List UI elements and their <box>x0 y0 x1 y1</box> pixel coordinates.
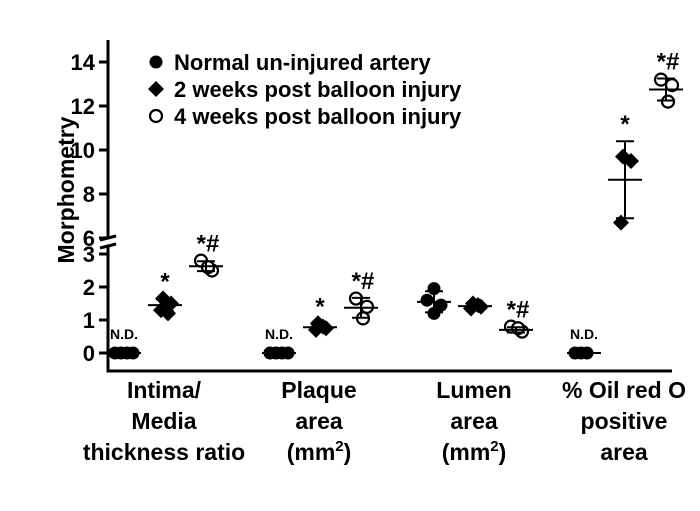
x-category-label: area <box>295 408 343 434</box>
y-axis-title: Morphometry <box>53 116 79 263</box>
x-category-label: Lumen <box>436 377 511 403</box>
significance-label: * <box>315 293 325 320</box>
legend-marker <box>149 55 163 69</box>
legend-marker <box>148 81 164 97</box>
significance-label: *# <box>197 231 220 258</box>
x-category-label: (mm2) <box>287 438 352 465</box>
axis-break-mark <box>99 242 117 250</box>
nd-label: N.D. <box>265 326 293 342</box>
nd-label: N.D. <box>110 326 138 342</box>
significance-label: *# <box>352 268 375 295</box>
x-category-label: Intima/ <box>127 377 202 403</box>
legend-marker <box>148 108 164 124</box>
nd-label: N.D. <box>570 326 598 342</box>
y-tick-label: 2 <box>83 275 95 300</box>
data-point <box>623 153 639 169</box>
x-category-label: area <box>450 408 498 434</box>
significance-label: *# <box>657 49 680 76</box>
significance-label: * <box>620 111 630 138</box>
x-category-label: Media <box>131 408 196 434</box>
data-point <box>420 293 434 307</box>
x-category-label: % Oil red O <box>562 377 686 403</box>
legend-label: Normal un-injured artery <box>174 50 431 75</box>
y-tick-label: 3 <box>83 242 95 267</box>
y-tick-label: 12 <box>71 94 95 119</box>
significance-label: * <box>160 269 170 296</box>
data-point <box>613 214 629 231</box>
legend-label: 4 weeks post balloon injury <box>174 104 462 129</box>
x-category-label: thickness ratio <box>83 439 245 465</box>
y-tick-label: 0 <box>83 341 95 366</box>
y-tick-label: 8 <box>83 182 95 207</box>
y-tick-label: 1 <box>83 308 95 333</box>
x-category-label: Plaque <box>281 377 356 403</box>
x-category-label: (mm2) <box>442 438 507 465</box>
data-point <box>660 94 676 109</box>
x-category-label: area <box>600 439 648 465</box>
y-tick-label: 14 <box>71 50 96 75</box>
legend-label: 2 weeks post balloon injury <box>174 77 462 102</box>
significance-label: *# <box>507 297 530 324</box>
x-category-label: positive <box>581 408 668 434</box>
y-tick-label: 10 <box>71 138 95 163</box>
y-tick-label: 6 <box>83 226 95 251</box>
